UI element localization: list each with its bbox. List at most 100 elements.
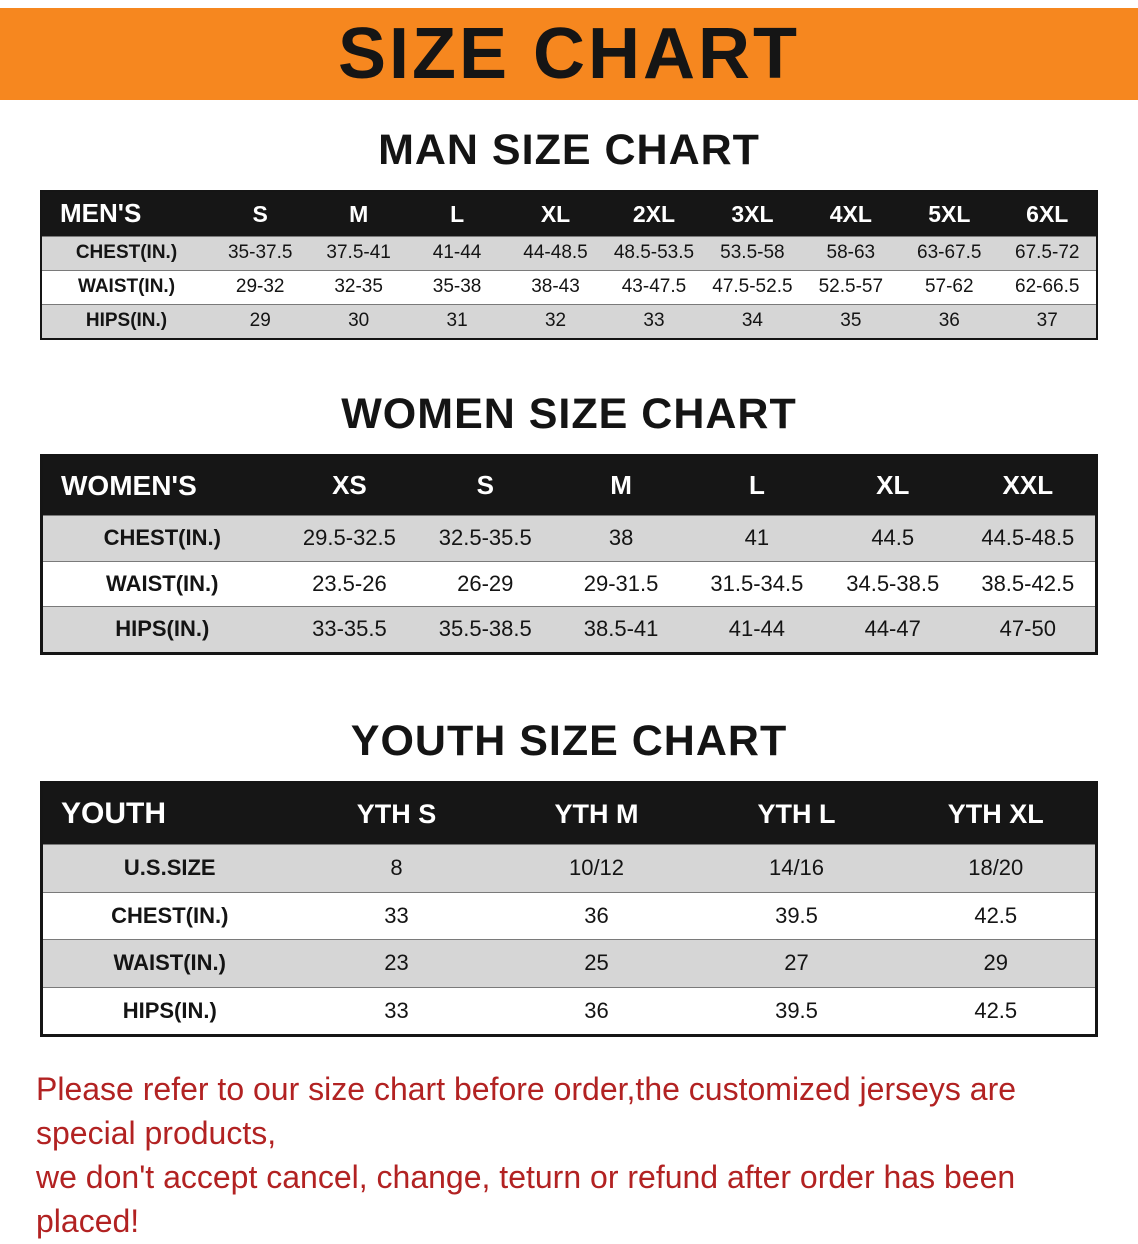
measurement-value-cell: 44-47 [864,616,921,642]
measurement-value-cell: 48.5-53.5 [613,242,695,264]
measurement-value-cell: 36 [938,309,960,331]
measurement-value-cell: 29 [983,950,1008,976]
measurement-value-cell: 37.5-41 [326,242,391,264]
measurement-value-cell: 31.5-34.5 [710,570,804,596]
measurement-value-cell: 57-62 [924,276,974,298]
measurement-value-cell: 42.5 [974,902,1018,928]
size-chart-banner: SIZE CHART [0,8,1138,100]
measurement-row: U.S.SIZE 8 10/12 14/16 18/20 [41,844,1097,893]
size-column-header: YTH S [296,782,497,845]
size-column-header: 2XL [604,191,704,237]
measurement-value-cell: 34 [741,309,763,331]
measurement-value-cell: 26-29 [457,570,514,596]
measurement-value-cell: 32-35 [334,276,383,298]
measurement-value-cell: 35-37.5 [227,242,293,264]
size-column-header: M [553,455,689,516]
measurement-value-cell: 44.5-48.5 [981,525,1075,551]
measurement-value-cell: 47-50 [999,616,1056,642]
measurement-value-cell: 14/16 [768,855,825,881]
measurement-value-cell: 33 [384,997,409,1023]
measurement-row: WAIST(IN.) 23.5-26 26-29 29-31.5 31.5-34.5 34… [41,561,1097,607]
size-column-header: XXL [960,455,1097,516]
measurement-label-cell: HIPS(IN.) [115,616,210,642]
youth-size-table: YOUTH YTH S YTH M YTH L YTH XL U.S.SIZE 8 10/12… [40,780,1098,1038]
measurement-value-cell: 32 [544,309,567,331]
measurement-label-cell: CHEST(IN.) [103,525,221,551]
measurement-value-cell: 30 [348,309,370,331]
measurement-row: HIPS(IN.) 29 30 31 32 33 34 35 36 37 [41,304,1097,339]
table-header-row: MEN'S S M L XL 2XL 3XL 4XL 5XL 6XL [41,191,1097,237]
measurement-row: HIPS(IN.) 33 36 39.5 42.5 [41,987,1097,1036]
size-column-header: S [211,191,310,237]
measurement-value-cell: 10/12 [568,855,625,881]
women-section-heading: WOMEN SIZE CHART [341,389,797,438]
table-header-row: WOMEN'S XS S M L XL XXL [41,455,1097,516]
youth-section-heading: YOUTH SIZE CHART [350,716,788,765]
measurement-value-cell: 41-44 [728,616,786,642]
measurement-value-cell: 62-66.5 [1015,276,1080,298]
measurement-value-cell: 58-63 [826,242,876,264]
measurement-label-cell: U.S.SIZE [123,855,216,881]
men-size-table: MEN'S S M L XL 2XL 3XL 4XL 5XL 6XL CHEST(IN.) 35-37… [40,190,1098,340]
measurement-value-cell: 33 [643,309,665,331]
size-column-header: L [407,191,507,237]
size-column-header: YTH XL [896,782,1097,845]
measurement-value-cell: 35.5-38.5 [438,616,532,642]
table-title-cell: WOMEN'S [41,455,282,516]
size-column-header: 3XL [703,191,802,237]
measurement-value-cell: 38.5-42.5 [981,570,1075,596]
size-chart-page: SIZE CHART MAN SIZE CHART MEN'S S M L XL 2XL 3… [0,8,1138,1244]
measurement-value-cell: 33-35.5 [312,616,387,642]
measurement-row: HIPS(IN.) 33-35.5 35.5-38.5 38.5-41 41-44 44-… [41,606,1097,654]
measurement-value-cell: 29 [249,309,271,331]
women-size-section: WOMEN SIZE CHART WOMEN'S XS S M L XL XXL CHEST(… [0,390,1138,655]
measurement-value-cell: 23.5-26 [312,570,387,596]
measurement-value-cell: 39.5 [775,902,818,928]
measurement-value-cell: 32.5-35.5 [438,525,532,551]
measurement-value-cell: 34.5-38.5 [846,570,940,596]
size-column-header: 6XL [998,191,1097,237]
measurement-row: CHEST(IN.) 33 36 39.5 42.5 [41,892,1097,940]
size-column-header: YTH L [696,782,897,845]
table-title-cell: YOUTH [41,782,297,845]
size-column-header: 4XL [801,191,901,237]
disclaimer: Please refer to our size chart before or… [0,1067,1138,1244]
measurement-value-cell: 33 [384,902,409,928]
measurement-value-cell: 44.5 [871,525,915,551]
table-title-cell: MEN'S [41,191,211,237]
measurement-value-cell: 52.5-57 [818,276,884,298]
measurement-value-cell: 41 [744,525,770,551]
measurement-value-cell: 38 [608,525,634,551]
measurement-label-cell: WAIST(IN.) [113,950,226,976]
size-column-header: XS [281,455,418,516]
measurement-row: WAIST(IN.) 23 25 27 29 [41,939,1097,988]
size-column-header: S [417,455,554,516]
measurement-label-cell: HIPS(IN.) [122,997,217,1023]
measurement-value-cell: 8 [390,855,403,881]
youth-size-section: YOUTH SIZE CHART YOUTH YTH S YTH M YTH L YTH… [0,717,1138,1038]
measurement-row: CHEST(IN.) 29.5-32.5 32.5-35.5 38 41 44.5 44.5… [41,515,1097,562]
measurement-value-cell: 29-32 [235,276,285,298]
measurement-value-cell: 41-44 [432,242,482,264]
measurement-value-cell: 36 [584,997,609,1023]
measurement-value-cell: 31 [446,309,468,331]
table-header-row: YOUTH YTH S YTH M YTH L YTH XL [41,782,1097,845]
measurement-value-cell: 18/20 [968,855,1024,881]
disclaimer-line-2: we don't accept cancel, change, teturn o… [36,1159,1016,1240]
measurement-value-cell: 38-43 [531,276,580,298]
measurement-value-cell: 43-47.5 [621,276,687,298]
men-size-section: MAN SIZE CHART MEN'S S M L XL 2XL 3XL 4XL 5XL 6XL… [0,126,1138,340]
size-column-header: XL [506,191,605,237]
measurement-value-cell: 67.5-72 [1015,242,1080,264]
measurement-row: WAIST(IN.) 29-32 32-35 35-38 38-43 43-47.5 47.… [41,270,1097,305]
measurement-value-cell: 36 [584,902,609,928]
men-section-heading: MAN SIZE CHART [378,126,760,174]
measurement-value-cell: 53.5-58 [720,242,785,264]
measurement-value-cell: 29-31.5 [583,570,659,596]
measurement-value-cell: 44-48.5 [523,242,588,264]
measurement-label-cell: WAIST(IN.) [106,570,219,596]
measurement-value-cell: 39.5 [775,997,818,1023]
measurement-value-cell: 47.5-52.5 [712,276,793,298]
size-column-header: 5XL [900,191,999,237]
women-size-table: WOMEN'S XS S M L XL XXL CHEST(IN.) 29.5-32.5 32.5… [40,454,1098,655]
